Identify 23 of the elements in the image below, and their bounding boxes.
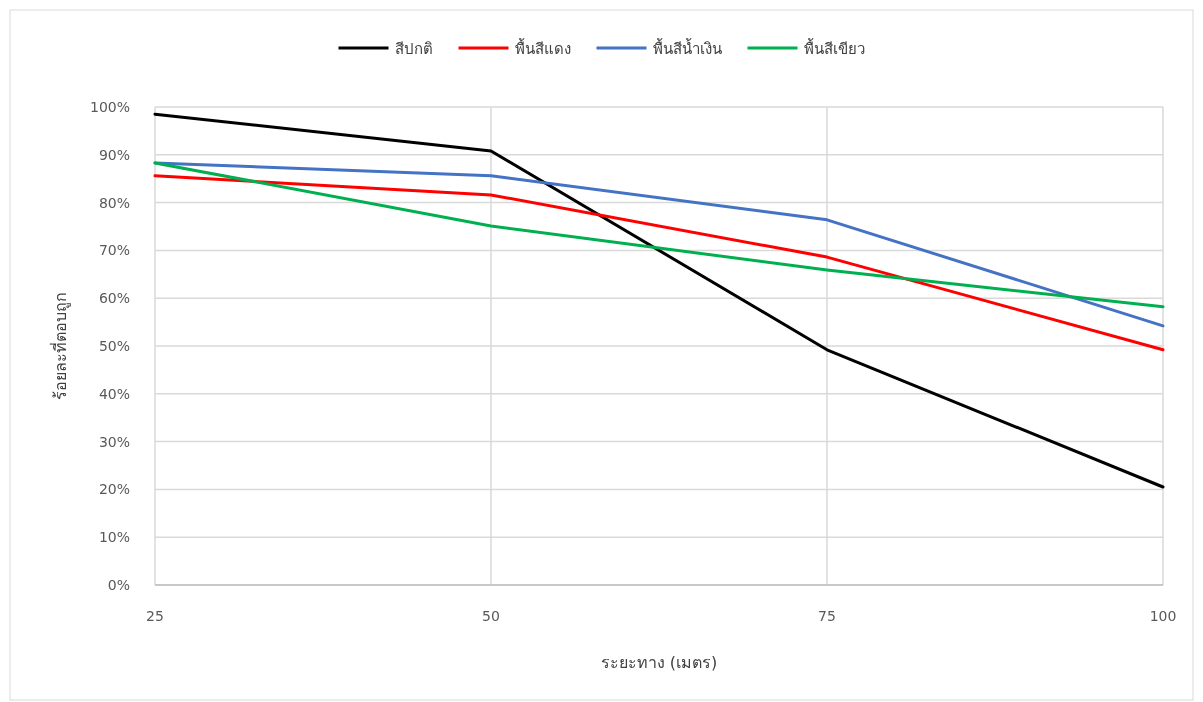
y-tick-label: 0% [107, 577, 130, 593]
legend-label: พื้นสีเขียว [803, 38, 865, 58]
line-series [153, 112, 1165, 489]
x-tick-label: 100 [1149, 608, 1177, 624]
y-tick-label: 60% [98, 290, 130, 307]
y-tick-label: 50% [98, 338, 130, 354]
legend-label: พื้นสีแดง [514, 38, 571, 58]
y-axis-title: ร้อยละที่ตอบถูก [49, 292, 71, 400]
y-tick-label: 90% [98, 146, 130, 163]
y-tick-label: 40% [98, 385, 130, 402]
x-tick-label: 75 [818, 608, 836, 624]
x-tick-label: 50 [482, 608, 500, 624]
x-axis-title: ระยะทาง (เมตร) [600, 653, 718, 672]
y-tick-label: 70% [98, 242, 130, 259]
legend-label: พื้นสีน้ำเงิน [652, 38, 722, 58]
x-tick-label: 25 [146, 608, 164, 624]
y-tick-label: 100% [89, 99, 130, 115]
legend-label: สีปกติ [394, 40, 433, 58]
y-tick-label: 10% [98, 529, 130, 546]
y-tick-label: 20% [98, 481, 130, 498]
line-series [153, 174, 1165, 352]
y-tick-label: 30% [98, 433, 130, 450]
y-tick-label: 80% [98, 194, 130, 211]
